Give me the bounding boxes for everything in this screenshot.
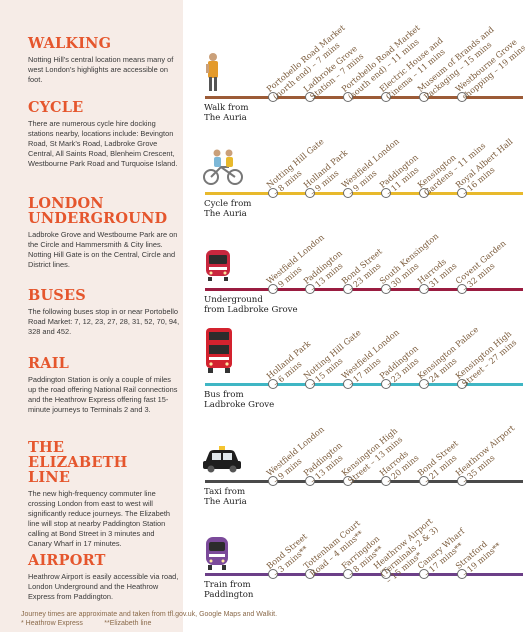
left-panel: WALKING Notting Hill’s central location m… xyxy=(0,0,183,632)
route-stop xyxy=(381,284,391,294)
section-title: RAIL xyxy=(28,355,70,372)
section-text: Ladbroke Grove and Westbourne Park are o… xyxy=(28,230,178,270)
footer-note: Journey times are approximate and taken … xyxy=(21,610,277,628)
route-mode-label: Cycle from The Auria xyxy=(204,199,252,220)
walker-icon xyxy=(203,52,223,99)
route-stop xyxy=(419,569,429,579)
route-stop xyxy=(457,476,467,486)
stop-label: Covent Garden – 32 mins xyxy=(453,238,508,294)
taxi-icon xyxy=(201,445,243,478)
section-title: AIRPORT xyxy=(28,552,106,569)
section-text: Paddington Station is only a couple of m… xyxy=(28,375,178,415)
legend-heathrow-express: * Heathrow Express xyxy=(21,620,83,627)
route-stop xyxy=(343,569,353,579)
route-line xyxy=(205,480,523,483)
route-stop xyxy=(268,476,278,486)
route-stop xyxy=(419,188,429,198)
footer-note-text: Journey times are approximate and taken … xyxy=(21,611,278,618)
route-stop xyxy=(305,188,315,198)
legend-elizabeth-line: **Elizabeth line xyxy=(104,620,152,627)
route-stop xyxy=(381,476,391,486)
route-stop xyxy=(381,92,391,102)
route-mode-label: Walk from The Auria xyxy=(204,103,249,124)
route-stop xyxy=(305,476,315,486)
section-title: THE ELIZABETH LINE xyxy=(28,439,128,486)
route-line xyxy=(205,96,523,99)
route-stop xyxy=(381,188,391,198)
section-cycle: CYCLE There are numerous cycle hire docki… xyxy=(28,100,180,169)
route-stop xyxy=(419,379,429,389)
route-stop xyxy=(419,284,429,294)
routes-panel: Portobello Road Market (north end) – 7 m… xyxy=(183,0,525,632)
route-stop xyxy=(343,379,353,389)
route-stop xyxy=(343,188,353,198)
route-stop xyxy=(419,476,429,486)
route-stop xyxy=(457,92,467,102)
route-stop xyxy=(457,188,467,198)
route-stop xyxy=(268,569,278,579)
tube-train-icon xyxy=(204,248,232,287)
route-mode-label: Train from Paddington xyxy=(204,580,254,601)
route-stop xyxy=(268,379,278,389)
cyclists-icon xyxy=(203,147,243,190)
route-line xyxy=(205,288,523,291)
section-text: Heathrow Airport is easily accessible vi… xyxy=(28,572,179,602)
route-stop xyxy=(343,284,353,294)
section-walking: WALKING Notting Hill’s central location m… xyxy=(28,36,180,85)
route-stop xyxy=(305,379,315,389)
route-stop xyxy=(457,284,467,294)
double-decker-bus-icon xyxy=(204,326,234,379)
section-rail: RAIL Paddington Station is only a couple … xyxy=(28,356,180,415)
section-buses: BUSES The following buses stop in or near… xyxy=(28,288,180,337)
train-icon xyxy=(204,535,230,576)
section-london-underground: LONDON UNDERGROUND Ladbroke Grove and Wes… xyxy=(28,196,180,270)
section-airport: AIRPORT Heathrow Airport is easily access… xyxy=(28,553,180,602)
route-stop xyxy=(305,92,315,102)
route-stop xyxy=(343,476,353,486)
route-stop xyxy=(381,569,391,579)
route-line xyxy=(205,192,523,195)
section-the-elizabeth-line: THE ELIZABETH LINE The new high-frequency… xyxy=(28,440,180,550)
route-line xyxy=(205,573,523,576)
section-title: WALKING xyxy=(28,35,112,52)
route-stop xyxy=(268,92,278,102)
section-text: The new high-frequency commuter line cro… xyxy=(28,489,171,549)
section-title: CYCLE xyxy=(28,99,84,116)
route-stop xyxy=(305,569,315,579)
section-title: BUSES xyxy=(28,287,86,304)
route-stop xyxy=(381,379,391,389)
route-stop xyxy=(457,569,467,579)
route-mode-label: Bus from Ladbroke Grove xyxy=(204,390,275,411)
route-mode-label: Underground from Ladbroke Grove xyxy=(204,295,298,316)
section-text: Notting Hill’s central location means ma… xyxy=(28,55,174,85)
section-text: The following buses stop in or near Port… xyxy=(28,307,180,337)
route-stop xyxy=(305,284,315,294)
route-stop xyxy=(268,284,278,294)
route-stop xyxy=(419,92,429,102)
section-text: There are numerous cycle hire docking st… xyxy=(28,119,178,169)
route-stop xyxy=(343,92,353,102)
route-stop xyxy=(268,188,278,198)
route-stop xyxy=(457,379,467,389)
section-title: LONDON UNDERGROUND xyxy=(28,195,168,227)
route-line xyxy=(205,383,523,386)
route-mode-label: Taxi from The Auria xyxy=(204,487,247,508)
